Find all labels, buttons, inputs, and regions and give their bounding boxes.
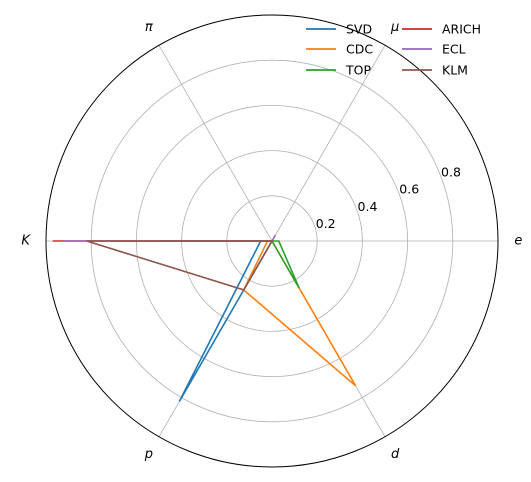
legend-label-ecl: ECL — [442, 42, 466, 57]
axis-label: e — [514, 234, 522, 249]
axis-label: μ — [390, 20, 399, 35]
series-line-ecl — [64, 234, 277, 242]
legend-label-top: TOP — [345, 63, 371, 78]
legend-label-svd: SVD — [346, 22, 372, 37]
radial-tick-label: 0.6 — [399, 182, 419, 197]
axis-label: π — [145, 20, 153, 35]
axis-label: K — [21, 234, 31, 249]
radar-series — [52, 234, 357, 402]
legend-label-cdc: CDC — [346, 42, 373, 57]
axis-label: d — [391, 447, 400, 462]
axis-spoke — [271, 45, 386, 242]
radial-tick-label: 0.4 — [358, 199, 378, 214]
series-line-klm — [86, 240, 274, 291]
legend: SVD CDC TOP ARICH ECL KLM — [306, 22, 481, 78]
axis-spoke — [158, 45, 273, 242]
axis-label: p — [144, 447, 153, 462]
radial-tick-label: 0.8 — [441, 164, 461, 179]
radar-labels: e μ π Kp d 0.2 0.4 0.6 0.8 — [21, 20, 522, 462]
series-line-top — [159, 240, 300, 289]
radial-tick-label: 0.2 — [316, 216, 336, 231]
series-line-cdc — [242, 240, 357, 387]
legend-label-klm: KLM — [442, 63, 468, 78]
legend-label-arich: ARICH — [442, 22, 481, 37]
outer-frame — [45, 14, 499, 468]
